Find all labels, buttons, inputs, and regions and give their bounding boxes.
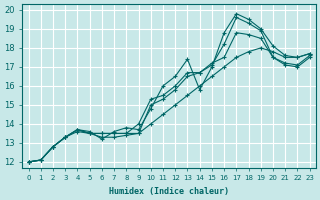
X-axis label: Humidex (Indice chaleur): Humidex (Indice chaleur) <box>109 187 229 196</box>
